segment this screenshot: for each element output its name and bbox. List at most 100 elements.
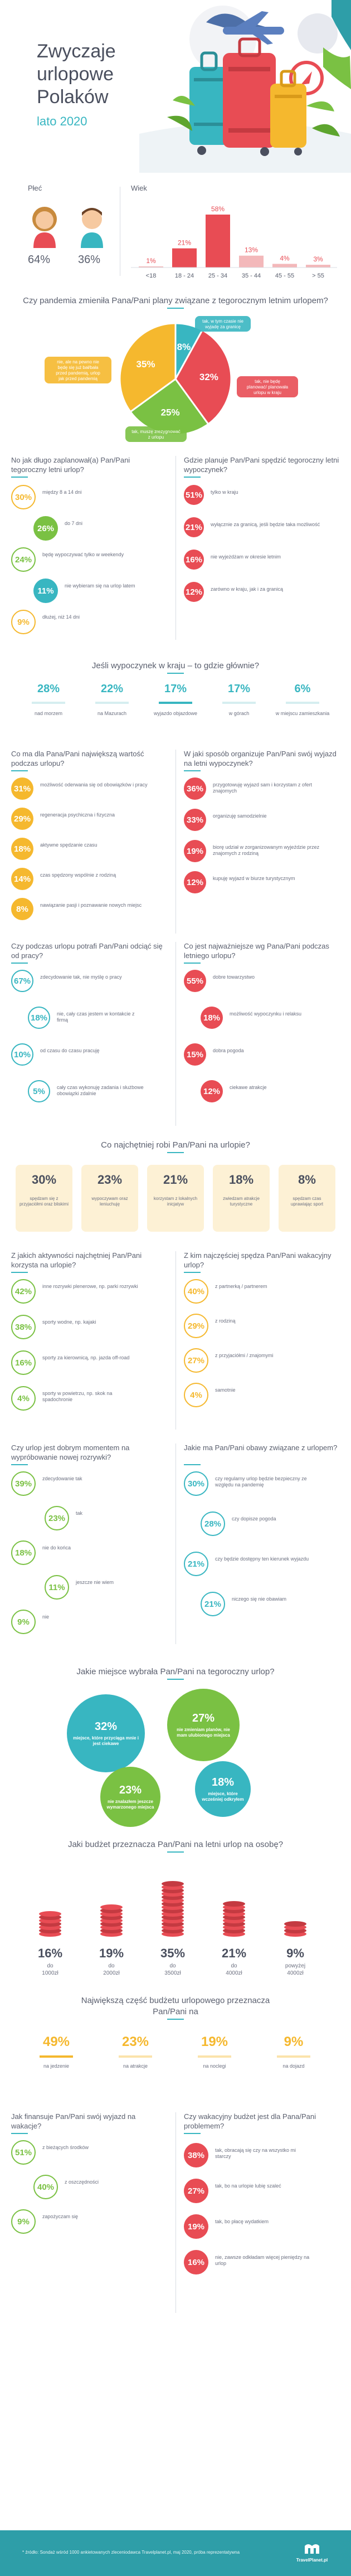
- concern-label: czy będzie dostępny ten kierunek wyjazdu: [215, 1556, 309, 1562]
- place-bubble: 23% nie znalazłem jeszcze wymarzonego mie…: [100, 1767, 160, 1827]
- value-list: 31% możliwość oderwania się od obowiązków…: [11, 777, 173, 945]
- important-label: dobra pogoda: [213, 1048, 244, 1053]
- where-label: zarówno w kraju, jak i za granicą: [211, 586, 284, 592]
- destination-value: 28%: [37, 683, 60, 695]
- share-value: 9%: [284, 2034, 304, 2049]
- org-value-badge: 33%: [184, 809, 206, 831]
- value-label: regeneracja psychiczna i fizyczna: [40, 812, 115, 818]
- financing-list: 51% z bieżących środków 40% z oszczędności 9…: [11, 2140, 173, 2263]
- age-category-label: <18: [146, 273, 157, 279]
- try-value-badge: 39%: [11, 1471, 36, 1496]
- pandemic-slice-label: tak, w tym czasie nie: [202, 319, 243, 324]
- activity-value: 23%: [97, 1173, 123, 1187]
- fin-value-badge: 9%: [11, 2209, 36, 2234]
- activity-card: [213, 1165, 270, 1232]
- whom-value-badge: 40%: [184, 1279, 208, 1304]
- pandemic-slice-label: urlopu w kraju: [254, 390, 281, 395]
- try-list: 39% zdecydowanie tak 23% tak 18% nie do końca…: [11, 1471, 173, 1661]
- destination-bar: [222, 702, 256, 704]
- budget-value: 35%: [160, 1946, 185, 1960]
- important-value-badge: 12%: [201, 1080, 223, 1102]
- org-value-badge: 36%: [184, 777, 206, 800]
- overrun-title-underline: [184, 2133, 201, 2134]
- age-category-label: 35 - 44: [242, 273, 261, 279]
- pandemic-slice-label: wyjadę za granicę: [204, 324, 241, 329]
- activity-label: wypoczywam oraz leniuchuję: [91, 1196, 128, 1207]
- share-value: 19%: [201, 2034, 228, 2049]
- important-label: ciekawe atrakcje: [230, 1085, 267, 1090]
- destination-label: w miejscu zamieszkania: [275, 711, 330, 716]
- share-value: 23%: [121, 2034, 149, 2049]
- destination-row: 28% nad morzem 22% na Mazurach 17% wyjazdo ob…: [17, 683, 334, 744]
- destination-value: 17%: [227, 683, 251, 695]
- age-bar: [272, 264, 297, 268]
- destination-value: 17%: [164, 683, 187, 695]
- activity-type-list: 42% inne rozrywki plenerowe, np. parki ro…: [11, 1279, 173, 1441]
- age-section: Wiek 1% <18 21% 18 - 24 58% 25 - 34 13% 35 - 44…: [131, 184, 337, 290]
- where-label: nie wyjeżdżam w okresie letnim: [211, 554, 281, 560]
- budget-value: 19%: [99, 1946, 124, 1960]
- activity-label: spędzam się z przyjaciółmi oraz bliskimi: [19, 1196, 69, 1207]
- budget-label: do: [108, 1963, 115, 1969]
- value-value-badge: 29%: [11, 808, 33, 830]
- age-value-label: 13%: [245, 246, 258, 254]
- place-bubble: 27% nie zmieniam planów, nie mam ulubione…: [167, 1689, 240, 1761]
- destination-title: Jeśli wypoczynek w kraju – to gdzie głów…: [91, 661, 260, 670]
- financing-title: Jak finansuje Pan/Pani swój wyjazd na wa…: [11, 2112, 167, 2131]
- length-title-text: No jak długo zaplanował(a) Pan/Pani tego…: [11, 456, 130, 474]
- share-bar: [40, 2055, 73, 2058]
- pandemic-label-box: [125, 426, 187, 442]
- important-label: możliwość wypoczynku i relaksu: [230, 1011, 302, 1017]
- header-title-line-2: urlopowe: [37, 63, 114, 85]
- length-title-underline: [11, 477, 28, 478]
- try-value-badge: 18%: [11, 1540, 36, 1565]
- value-value-badge: 14%: [11, 868, 33, 890]
- concern-value-badge: 28%: [201, 1511, 225, 1536]
- org-value-badge: 12%: [184, 871, 206, 893]
- disconnect-value-badge: 10%: [11, 1043, 33, 1066]
- place-bubble-value: 18%: [211, 1776, 235, 1788]
- fin-label: z bieżących środków: [42, 2145, 89, 2150]
- budget-label: 4000zł: [226, 1970, 242, 1976]
- pandemic-slice-value: 32%: [199, 372, 218, 382]
- important-list: 55% dobre towarzystwo 18% możliwość wypoczy…: [184, 970, 340, 1137]
- pandemic-slice-value: 25%: [161, 407, 180, 417]
- pandemic-slice-label: planować/ planowała: [247, 385, 289, 390]
- activity-type-title-underline: [11, 1272, 28, 1273]
- gender-men-value: 36%: [78, 254, 101, 266]
- place-bubble-label: nie zmieniam planów, nie mam ulubionego …: [177, 1727, 230, 1738]
- age-value-label: 1%: [146, 257, 156, 265]
- atype-value-badge: 4%: [11, 1386, 36, 1411]
- try-label: tak: [76, 1510, 83, 1516]
- organization-title-text: W jaki sposób organizuje Pan/Pani swój w…: [184, 750, 337, 767]
- age-category-label: 18 - 24: [175, 273, 194, 279]
- disconnect-value-badge: 67%: [11, 970, 33, 992]
- destination-bar: [159, 702, 192, 704]
- organization-list: 36% przygotowuję wyjazd sam i korzystam z…: [184, 777, 340, 922]
- man-icon: [81, 208, 103, 248]
- budget-coin: [223, 1901, 245, 1907]
- organization-title-underline: [184, 770, 201, 771]
- fin-value-badge: 40%: [33, 2175, 58, 2199]
- value-label: aktywne spędzanie czasu: [40, 842, 98, 848]
- concerns-title-text: Jakie ma Pan/Pani obawy związane z urlop…: [184, 1443, 338, 1452]
- header-title-line-1: Zwyczaje: [37, 41, 116, 62]
- disconnect-label: od czasu do czasu pracuję: [40, 1048, 100, 1053]
- value-label: czas spędzony wspólnie z rodziną: [40, 872, 116, 878]
- budget-label: 3500zł: [164, 1970, 181, 1976]
- atype-label: sporty wodne, np. kajaki: [42, 1319, 96, 1325]
- destination-label: na Mazurach: [97, 711, 127, 716]
- important-title-underline: [184, 963, 201, 964]
- disconnect-title-underline: [11, 963, 28, 964]
- length-label: do 7 dni: [65, 521, 83, 526]
- pandemic-title: Czy pandemia zmieniła Pana/Pani plany zw…: [23, 296, 328, 305]
- budget-label: do: [47, 1963, 53, 1969]
- budget-label: 1000zł: [42, 1970, 58, 1976]
- share-title: Największą część budżetu urlopowego prze…: [81, 1996, 270, 2016]
- org-label: kupuję wyjazd w biurze turystycznym: [213, 876, 295, 881]
- value-title-text: Co ma dla Pana/Pani największą wartość p…: [11, 750, 144, 767]
- place-bubbles: 32% miejsce, które przyciąga mnie i jest …: [56, 1689, 295, 1828]
- length-label: między 8 a 14 dni: [42, 489, 82, 495]
- budget-coin: [39, 1911, 61, 1917]
- header: Zwyczaje urlopowe Polaków lato 2020: [0, 0, 351, 173]
